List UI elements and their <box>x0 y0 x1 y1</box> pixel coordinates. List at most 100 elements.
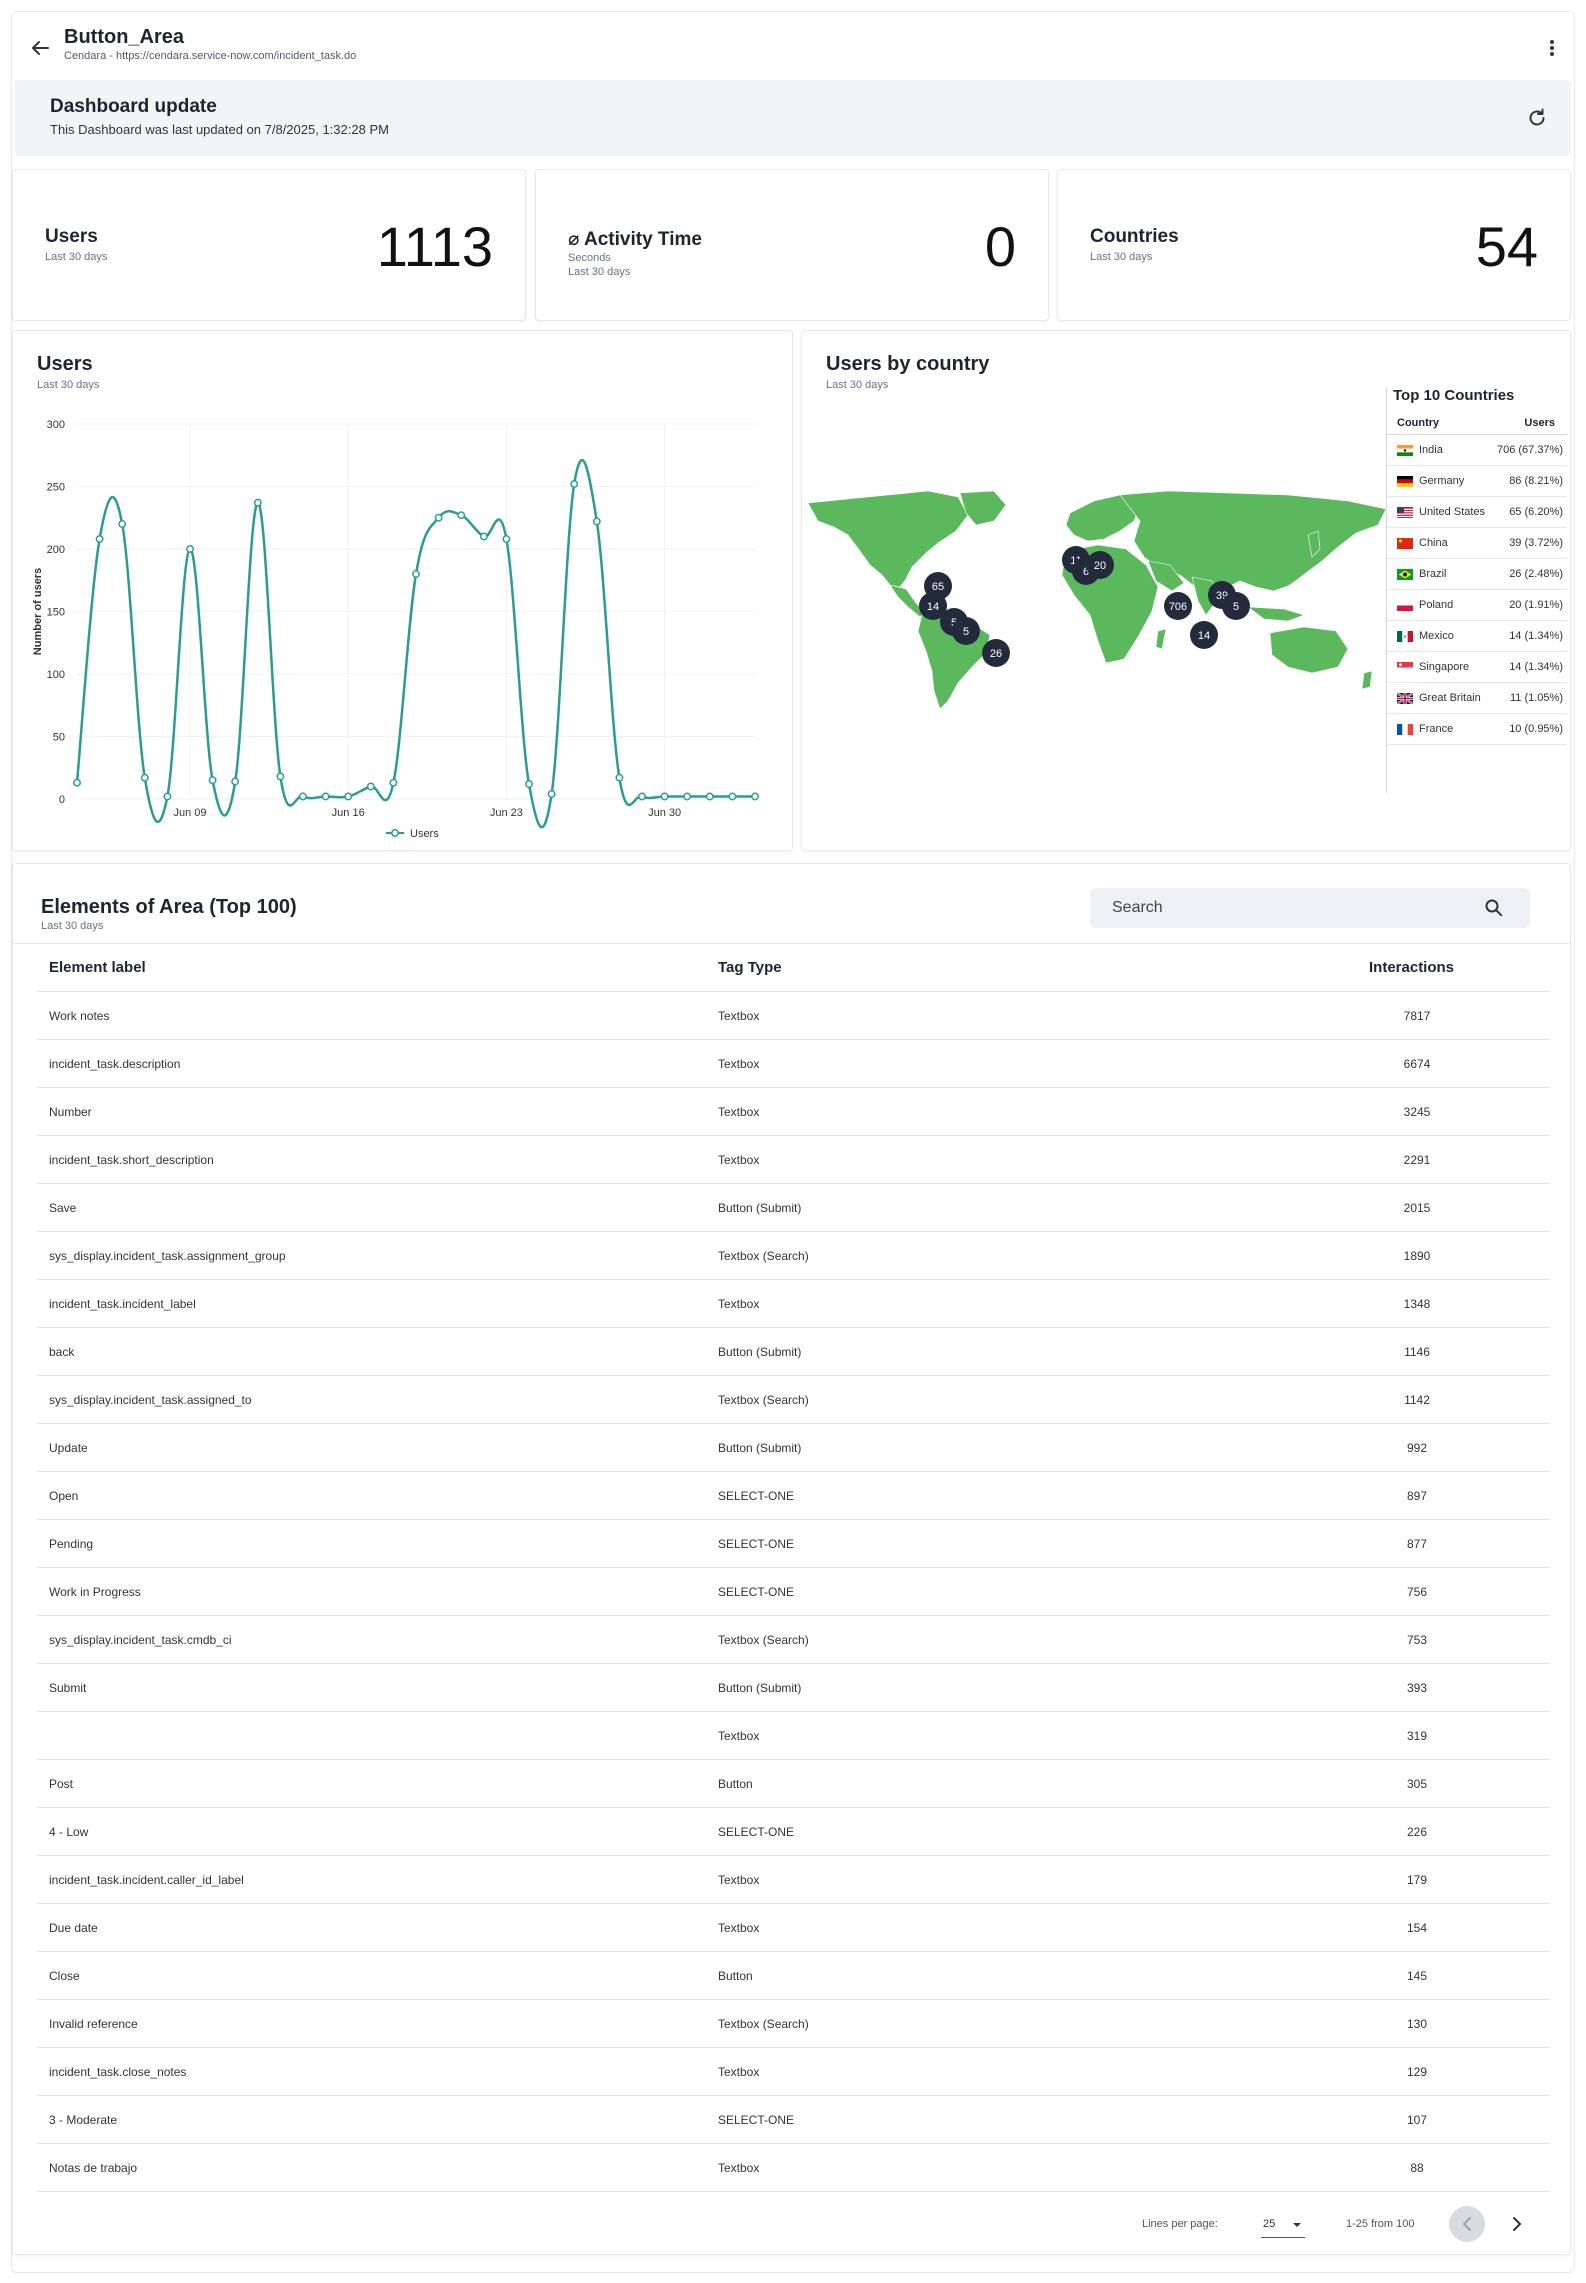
page-range: 1-25 from 100 <box>1346 2218 1415 2230</box>
users-data-point <box>638 792 646 801</box>
cell-element-label: Submit <box>49 1681 87 1695</box>
search-input[interactable] <box>1112 896 1472 920</box>
table-row[interactable]: incident_task.close_notes Textbox 129 <box>37 2048 1549 2096</box>
users-data-point <box>163 792 172 801</box>
table-row[interactable]: incident_task.incident.caller_id_label Te… <box>37 1856 1549 1904</box>
table-row[interactable]: Save Button (Submit) 2015 <box>37 1184 1549 1232</box>
users-data-point <box>547 790 556 798</box>
table-row[interactable]: 3 - Moderate SELECT-ONE 107 <box>37 2096 1549 2144</box>
kpi-subtitle: Last 30 days <box>1090 251 1153 263</box>
elements-table-panel: Elements of Area (Top 100) Last 30 days … <box>12 863 1571 2255</box>
users-data-point <box>344 792 353 801</box>
table-row[interactable]: incident_task.description Textbox 6674 <box>37 1040 1549 1088</box>
cell-tag-type: Textbox <box>718 1921 760 1935</box>
flag-icon <box>1397 693 1413 704</box>
table-row[interactable]: Textbox 319 <box>37 1712 1549 1760</box>
kpi-subtitle: Last 30 days <box>45 251 108 263</box>
flag-icon <box>1397 631 1413 642</box>
page-subtitle: Cendara - https://cendara.service-now.co… <box>64 50 357 62</box>
table-row[interactable]: Open SELECT-ONE 897 <box>37 1472 1549 1520</box>
cell-element-label: Number <box>49 1105 92 1119</box>
table-row[interactable]: back Button (Submit) 1146 <box>37 1328 1549 1376</box>
col-header-tag-type[interactable]: Tag Type <box>718 959 782 976</box>
users-data-point <box>705 792 714 801</box>
top10-users: 39 (3.72%) <box>1509 537 1563 549</box>
table-row[interactable]: Due date Textbox 154 <box>37 1904 1549 1952</box>
table-header-row: Element label Tag Type Interactions <box>37 944 1549 992</box>
cell-tag-type: Button (Submit) <box>718 1681 802 1695</box>
more-vert-icon[interactable] <box>1540 34 1564 62</box>
users-data-point <box>140 773 149 782</box>
table-row[interactable]: Post Button 305 <box>37 1760 1549 1808</box>
kpi-subtitle: Last 30 days <box>568 266 631 278</box>
top10-users: 10 (0.95%) <box>1509 723 1563 735</box>
table-row[interactable]: Work in Progress SELECT-ONE 756 <box>37 1568 1549 1616</box>
table-row[interactable]: incident_task.incident_label Textbox 1348 <box>37 1280 1549 1328</box>
users-data-point <box>457 511 466 520</box>
users-data-point <box>321 792 330 801</box>
users-data-point <box>525 780 533 788</box>
refresh-icon[interactable] <box>1525 106 1549 130</box>
table-row[interactable]: sys_display.incident_task.assignment_gro… <box>37 1232 1549 1280</box>
chevron-right-icon <box>1510 2216 1524 2237</box>
search-field[interactable] <box>1090 888 1530 928</box>
top10-users: 86 (8.21%) <box>1509 475 1563 487</box>
flag-icon <box>1397 724 1413 735</box>
flag-icon <box>1397 445 1413 456</box>
legend-marker <box>391 829 399 837</box>
dashboard-update-banner: Dashboard update This Dashboard was last… <box>14 80 1571 156</box>
cell-element-label: Work notes <box>49 1009 110 1023</box>
chart-title: Users <box>37 353 93 375</box>
table-row[interactable]: Pending SELECT-ONE 877 <box>37 1520 1549 1568</box>
previous-page-button[interactable] <box>1449 2206 1485 2242</box>
table-row[interactable]: incident_task.short_description Textbox 22… <box>37 1136 1549 1184</box>
users-series-line <box>75 458 755 829</box>
top10-users: 26 (2.48%) <box>1509 568 1563 580</box>
top10-row: Great Britain 11 (1.05%) <box>1387 683 1567 714</box>
table-row[interactable]: Invalid reference Textbox (Search) 130 <box>37 2000 1549 2048</box>
table-subtitle: Last 30 days <box>41 920 104 932</box>
cell-interactions: 2291 <box>1403 1153 1431 1167</box>
cell-interactions: 1146 <box>1404 1345 1430 1359</box>
col-header-element-label[interactable]: Element label <box>49 959 146 976</box>
users-data-point <box>208 776 217 785</box>
cell-element-label: Notas de trabajo <box>49 2161 138 2175</box>
y-tick-label: 200 <box>47 544 65 556</box>
col-header-interactions[interactable]: Interactions <box>1369 959 1455 976</box>
next-page-button[interactable] <box>1499 2206 1535 2242</box>
table-row[interactable]: Number Textbox 3245 <box>37 1088 1549 1136</box>
map-subtitle: Last 30 days <box>826 379 889 391</box>
page-title: Button_Area <box>64 26 185 48</box>
table-row[interactable]: sys_display.incident_task.assigned_to Tex… <box>37 1376 1549 1424</box>
users-chart-panel: Users Last 30 days 0 50 100 150 200 250 300 Jun… <box>12 330 793 851</box>
table-row[interactable]: Close Button 145 <box>37 1952 1549 2000</box>
top10-country: China <box>1419 537 1448 549</box>
y-tick-label: 0 <box>59 794 65 806</box>
top10-row: Brazil 26 (2.48%) <box>1387 559 1567 590</box>
top10-title: Top 10 Countries <box>1393 387 1515 404</box>
cell-tag-type: SELECT-ONE <box>718 1489 795 1503</box>
top10-users: 14 (1.34%) <box>1509 630 1563 642</box>
kpi-card-countries: Countries Last 30 days 54 <box>1057 169 1571 321</box>
cell-tag-type: Textbox <box>718 2065 760 2079</box>
search-icon[interactable] <box>1484 898 1504 918</box>
y-tick-label: 250 <box>47 482 65 494</box>
lines-per-page-select[interactable]: 25 <box>1261 2212 1305 2238</box>
table-row[interactable]: Work notes Textbox 7817 <box>37 992 1549 1040</box>
cell-tag-type: Textbox (Search) <box>718 1249 809 1263</box>
divider <box>13 943 1570 944</box>
users-data-point <box>434 513 443 522</box>
back-arrow-icon[interactable] <box>26 34 54 62</box>
table-row[interactable]: Submit Button (Submit) 393 <box>37 1664 1549 1712</box>
table-row[interactable]: Update Button (Submit) 992 <box>37 1424 1549 1472</box>
cell-element-label: sys_display.incident_task.assignment_gro… <box>49 1249 286 1263</box>
kpi-subtitle-unit: Seconds <box>568 252 611 264</box>
cell-interactions: 226 <box>1406 1825 1428 1839</box>
world-map[interactable] <box>808 491 1388 711</box>
cell-interactions: 2015 <box>1403 1201 1431 1215</box>
chevron-down-icon <box>1291 2218 1303 2236</box>
cell-tag-type: Textbox <box>718 1057 760 1071</box>
table-row[interactable]: Notas de trabajo Textbox 88 <box>37 2144 1549 2192</box>
table-row[interactable]: sys_display.incident_task.cmdb_ci Textbox… <box>37 1616 1549 1664</box>
table-row[interactable]: 4 - Low SELECT-ONE 226 <box>37 1808 1549 1856</box>
